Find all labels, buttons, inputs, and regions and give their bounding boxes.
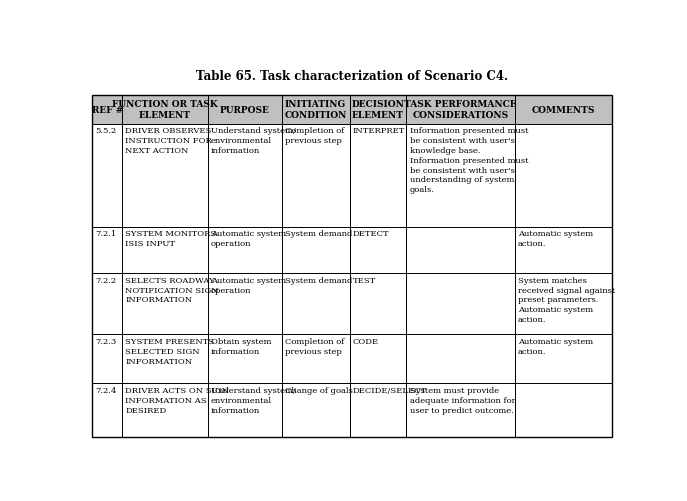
Bar: [407, 227, 515, 274]
Text: TASK PERFORMANCE
CONSIDERATIONS: TASK PERFORMANCE CONSIDERATIONS: [405, 100, 517, 120]
Bar: [282, 227, 350, 274]
Text: System demand: System demand: [285, 277, 352, 285]
Text: REF #: REF #: [91, 106, 123, 115]
Bar: [407, 335, 515, 384]
Bar: [282, 274, 350, 335]
Text: Automatic system
operation: Automatic system operation: [211, 277, 286, 294]
Bar: [407, 96, 515, 125]
Text: Obtain system
information: Obtain system information: [211, 338, 271, 355]
Text: Completion of
previous step: Completion of previous step: [285, 127, 344, 145]
Bar: [282, 335, 350, 384]
Text: DECIDE/SELECT: DECIDE/SELECT: [353, 386, 427, 394]
Text: 7.2.3: 7.2.3: [95, 338, 117, 345]
Bar: [207, 335, 282, 384]
Bar: [515, 227, 612, 274]
Bar: [515, 335, 612, 384]
Bar: [122, 125, 207, 227]
Bar: [407, 384, 515, 437]
Text: 7.2.1: 7.2.1: [95, 230, 117, 238]
Text: SYSTEM MONITORS
ISIS INPUT: SYSTEM MONITORS ISIS INPUT: [126, 230, 216, 247]
Bar: [122, 274, 207, 335]
Text: PURPOSE: PURPOSE: [220, 106, 269, 115]
Text: Change of goals: Change of goals: [285, 386, 352, 394]
Bar: [122, 335, 207, 384]
Text: TEST: TEST: [353, 277, 376, 285]
Text: FUNCTION OR TASK
ELEMENT: FUNCTION OR TASK ELEMENT: [112, 100, 218, 120]
Bar: [92, 384, 122, 437]
Bar: [350, 335, 407, 384]
Text: System matches
received signal against
preset parameters.
Automatic system
actio: System matches received signal against p…: [518, 277, 616, 324]
Bar: [350, 125, 407, 227]
Bar: [350, 227, 407, 274]
Text: Information presented must
be consistent with user's
knowledge base.
Information: Information presented must be consistent…: [409, 127, 528, 194]
Bar: [122, 96, 207, 125]
Text: DRIVER OBSERVES
INSTRUCTION FOR
NEXT ACTION: DRIVER OBSERVES INSTRUCTION FOR NEXT ACT…: [126, 127, 212, 155]
Text: Completion of
previous step: Completion of previous step: [285, 338, 344, 355]
Bar: [282, 96, 350, 125]
Text: INTERPRET: INTERPRET: [353, 127, 405, 135]
Bar: [282, 125, 350, 227]
Text: SELECTS ROADWAY
NOTIFICATION SIGN
INFORMATION: SELECTS ROADWAY NOTIFICATION SIGN INFORM…: [126, 277, 219, 304]
Text: DECISION
ELEMENT: DECISION ELEMENT: [352, 100, 405, 120]
Bar: [122, 384, 207, 437]
Text: DETECT: DETECT: [353, 230, 390, 238]
Bar: [350, 274, 407, 335]
Bar: [92, 96, 122, 125]
Bar: [515, 274, 612, 335]
Bar: [92, 335, 122, 384]
Bar: [515, 96, 612, 125]
Bar: [207, 227, 282, 274]
Text: 5.5.2: 5.5.2: [95, 127, 117, 135]
Text: DRIVER ACTS ON SIGN
INFORMATION AS
DESIRED: DRIVER ACTS ON SIGN INFORMATION AS DESIR…: [126, 386, 229, 414]
Text: Understand system/
environmental
information: Understand system/ environmental informa…: [211, 127, 295, 155]
Bar: [350, 384, 407, 437]
Text: SYSTEM PRESENTS
SELECTED SIGN
INFORMATION: SYSTEM PRESENTS SELECTED SIGN INFORMATIO…: [126, 338, 215, 365]
Bar: [207, 384, 282, 437]
Bar: [407, 274, 515, 335]
Text: Understand system/
environmental
information: Understand system/ environmental informa…: [211, 386, 295, 414]
Text: 7.2.4: 7.2.4: [95, 386, 117, 394]
Bar: [515, 384, 612, 437]
Bar: [207, 96, 282, 125]
Bar: [407, 125, 515, 227]
Text: Automatic system
action.: Automatic system action.: [518, 338, 594, 355]
Bar: [92, 274, 122, 335]
Bar: [122, 227, 207, 274]
Text: System demand: System demand: [285, 230, 352, 238]
Bar: [282, 384, 350, 437]
Text: CODE: CODE: [353, 338, 379, 345]
Bar: [515, 125, 612, 227]
Bar: [350, 96, 407, 125]
Text: Table 65. Task characterization of Scenario C4.: Table 65. Task characterization of Scena…: [196, 70, 508, 83]
Text: COMMENTS: COMMENTS: [532, 106, 595, 115]
Bar: [92, 125, 122, 227]
Bar: [92, 96, 612, 437]
Text: 7.2.2: 7.2.2: [95, 277, 117, 285]
Text: System must provide
adequate information for
user to predict outcome.: System must provide adequate information…: [409, 386, 515, 414]
Text: Automatic system
action.: Automatic system action.: [518, 230, 594, 247]
Bar: [207, 274, 282, 335]
Text: Automatic system
operation: Automatic system operation: [211, 230, 286, 247]
Text: INITIATING
CONDITION: INITIATING CONDITION: [284, 100, 347, 120]
Bar: [207, 125, 282, 227]
Bar: [92, 227, 122, 274]
